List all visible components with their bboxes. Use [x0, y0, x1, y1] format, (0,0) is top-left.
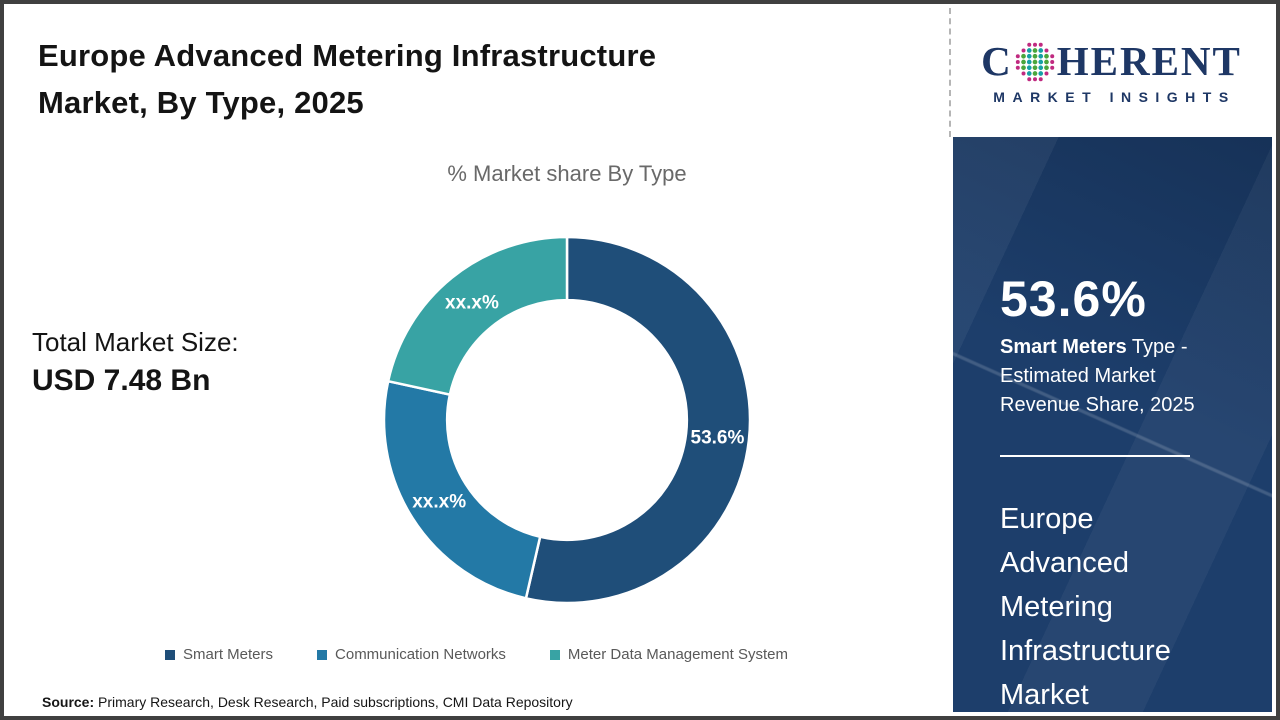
coherent-logo: C HERENT [981, 37, 1242, 84]
sidebar-divider [1000, 455, 1190, 457]
legend-label: Meter Data Management System [567, 646, 788, 663]
donut-slice-communication-networks [382, 379, 542, 600]
legend-label: Communication Networks [335, 646, 506, 663]
sidebar-stat-description: Smart Meters Type - Estimated Market Rev… [1000, 333, 1216, 420]
donut-slice-label: 53.6% [691, 428, 745, 449]
sidebar-stat-rest: Type - Estimated Market Revenue Share, 2… [1000, 336, 1195, 416]
total-market-size: Total Market Size: USD 7.48 Bn [32, 327, 239, 398]
legend-swatch-icon [165, 649, 175, 660]
donut-chart-svg: 53.6% xx.x% xx.x% [382, 235, 752, 605]
donut-slice-smart-meters [524, 235, 752, 605]
legend-label: Smart Meters [183, 646, 274, 663]
donut-slice-label: xx.x% [445, 293, 499, 314]
logo-tagline: MARKET INSIGHTS [993, 88, 1236, 105]
legend-swatch-icon [317, 649, 328, 660]
logo-box: C HERENT MARKET INSIGHTS [949, 8, 1272, 137]
source-note-prefix: Source: [42, 694, 95, 710]
chart-title: % Market share By Type [447, 161, 687, 186]
legend-swatch-icon [549, 649, 560, 660]
logo-letter-c: C [981, 37, 1013, 84]
total-market-size-value: USD 7.48 Bn [32, 364, 211, 397]
source-note: Source: Primary Research, Desk Research,… [42, 694, 573, 710]
chart-legend: Smart Meters Communication Networks Meter … [4, 646, 949, 663]
coherent-globe-icon [1015, 42, 1054, 82]
sidebar-market-name: Europe Advanced Metering Infrastructure … [1000, 503, 1171, 711]
donut-slice-label: xx.x% [412, 492, 466, 513]
logo-letters-rest: HERENT [1056, 37, 1242, 84]
legend-item: Smart Meters [165, 646, 273, 663]
legend-item: Meter Data Management System [549, 646, 788, 663]
donut-chart: 53.6% xx.x% xx.x% [377, 230, 757, 610]
legend-item: Communication Networks [317, 646, 506, 663]
sidebar-stat-value: 53.6% [1000, 271, 1147, 327]
sidebar-panel: 53.6% Smart Meters Type - Estimated Mark… [953, 137, 1272, 712]
page-title: Europe Advanced Metering Infrastructure … [38, 38, 657, 120]
total-market-size-label: Total Market Size: [32, 327, 239, 357]
sidebar-stat-highlight: Smart Meters [1000, 336, 1127, 358]
source-note-text: Primary Research, Desk Research, Paid su… [94, 694, 573, 710]
donut-slice-meter-data-management-system [386, 235, 569, 397]
